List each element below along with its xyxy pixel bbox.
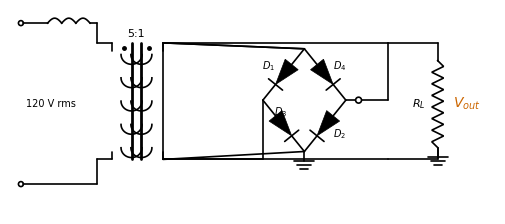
- Polygon shape: [317, 111, 339, 136]
- Text: $D_4$: $D_4$: [332, 60, 346, 73]
- Polygon shape: [269, 111, 291, 136]
- Text: 5:1: 5:1: [127, 29, 145, 39]
- Polygon shape: [310, 59, 332, 84]
- Text: $D_3$: $D_3$: [274, 105, 287, 119]
- Text: $R_L$: $R_L$: [412, 97, 425, 111]
- Circle shape: [355, 97, 361, 103]
- Polygon shape: [275, 59, 297, 84]
- Text: $D_1$: $D_1$: [262, 60, 275, 73]
- Text: $V_{out}$: $V_{out}$: [452, 96, 480, 112]
- Text: 120 V rms: 120 V rms: [26, 99, 76, 109]
- Text: $D_2$: $D_2$: [333, 127, 346, 141]
